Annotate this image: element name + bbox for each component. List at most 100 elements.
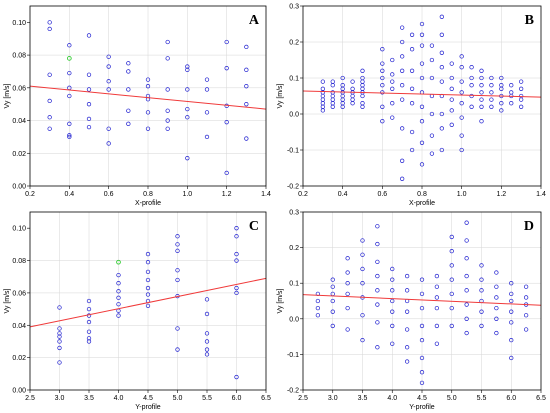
data-point: [67, 43, 72, 48]
data-point: [345, 256, 350, 261]
data-point: [489, 75, 494, 81]
data-point: [67, 134, 72, 140]
data-point: [204, 110, 210, 115]
plot-frame: [29, 5, 267, 187]
data-point: [404, 288, 410, 293]
data-point: [459, 54, 464, 59]
data-point: [409, 32, 415, 37]
data-point: [380, 47, 385, 52]
data-point: [320, 97, 325, 102]
data-point: [469, 83, 474, 88]
x-tick-label: 5.0: [447, 395, 457, 402]
data-point: [419, 305, 425, 311]
panel-label: B: [525, 13, 534, 28]
data-point: [234, 251, 239, 257]
data-point: [204, 87, 210, 92]
data-point: [419, 32, 425, 37]
regression-line: [29, 85, 267, 110]
data-point: [375, 259, 380, 264]
data-point: [404, 309, 410, 314]
data-point: [345, 327, 350, 332]
data-point: [204, 347, 210, 352]
x-tick-label: 4.0: [114, 395, 124, 402]
data-point: [519, 86, 524, 91]
data-point: [185, 115, 190, 120]
x-tick-label: 0.4: [338, 191, 348, 198]
data-point: [409, 86, 415, 91]
data-point: [449, 75, 454, 81]
data-point: [449, 97, 454, 102]
data-point: [375, 302, 380, 307]
data-point: [380, 83, 385, 88]
x-tick-label: 1.2: [222, 191, 232, 198]
highlight-point: [66, 56, 72, 61]
data-point: [509, 298, 514, 304]
data-point: [47, 26, 52, 32]
data-point: [360, 79, 365, 84]
data-point: [449, 86, 454, 91]
data-point: [204, 134, 210, 140]
data-point: [439, 14, 444, 19]
data-point: [380, 75, 385, 81]
data-point: [320, 101, 325, 106]
data-point: [400, 25, 405, 30]
data-point: [489, 97, 494, 102]
data-point: [330, 284, 335, 289]
y-tick-label: 0.10: [12, 20, 26, 27]
data-point: [360, 93, 365, 99]
data-point: [400, 176, 405, 181]
data-point: [489, 83, 494, 88]
plot-frame: [302, 5, 542, 187]
data-point: [345, 305, 350, 311]
data-point: [86, 319, 92, 325]
data-point: [145, 84, 151, 89]
data-point: [175, 234, 180, 239]
data-point: [419, 338, 425, 343]
data-point: [429, 43, 435, 48]
y-tick-label: 0.04: [12, 118, 26, 125]
panel-label: A: [249, 13, 260, 28]
y-tick-label: 0.10: [12, 226, 26, 233]
x-tick-label: 0.6: [104, 191, 114, 198]
x-tick-label: 1.0: [457, 191, 467, 198]
data-point: [400, 83, 405, 88]
data-point: [509, 281, 514, 286]
data-point: [390, 57, 395, 63]
data-point: [204, 311, 210, 317]
data-point: [380, 61, 385, 66]
data-point: [459, 79, 464, 84]
regression-line: [302, 294, 542, 306]
data-point: [234, 234, 239, 239]
data-point: [419, 380, 425, 386]
data-point: [185, 87, 190, 92]
data-point: [509, 90, 514, 95]
data-point: [390, 266, 395, 272]
data-point: [204, 77, 210, 82]
data-point: [449, 234, 454, 240]
data-point: [106, 64, 111, 69]
data-point: [86, 336, 92, 341]
x-tick-label: 3.5: [358, 395, 368, 402]
data-point: [86, 102, 92, 107]
data-point: [165, 87, 170, 92]
data-point: [400, 126, 405, 131]
x-tick-label: 4.0: [387, 395, 397, 402]
data-point: [390, 323, 395, 329]
data-point: [330, 323, 335, 329]
x-tick-label: 0.4: [64, 191, 74, 198]
panel-d: 2.5 3.0 3.5 4.0 4.5 5.0 5.5 6.0 6.5 -0.2 -0.1 0.0 0.…: [277, 210, 546, 412]
data-point: [519, 79, 524, 84]
data-point: [345, 291, 350, 297]
x-tick-label: 0.2: [25, 191, 35, 198]
data-point: [106, 79, 111, 84]
data-point: [449, 323, 454, 329]
data-point: [360, 83, 365, 88]
y-tick-label: 0.2: [289, 40, 299, 47]
data-point: [479, 97, 484, 102]
data-point: [224, 39, 229, 45]
data-point: [494, 330, 499, 336]
data-point: [145, 126, 151, 131]
x-tick-label: 1.2: [496, 191, 506, 198]
data-point: [86, 306, 92, 312]
